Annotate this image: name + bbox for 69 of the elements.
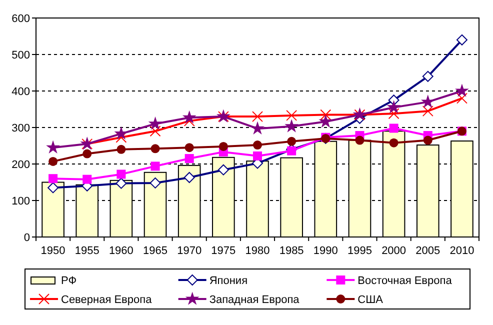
point <box>184 172 195 184</box>
point <box>150 144 160 154</box>
point <box>116 178 127 189</box>
point <box>388 108 400 120</box>
x-tick-label: 1985 <box>279 245 304 257</box>
point <box>150 126 161 137</box>
point <box>386 100 401 114</box>
legend-label: Япония <box>209 274 248 287</box>
point <box>48 174 58 184</box>
x-tick-label: 1980 <box>245 245 270 257</box>
y-tick-label: 600 <box>12 12 30 25</box>
y-tick-label: 100 <box>12 195 30 208</box>
x-tick-label: 1970 <box>177 245 202 257</box>
point <box>420 94 435 108</box>
point <box>422 70 434 82</box>
point <box>148 116 162 130</box>
x-tick-label: 1965 <box>143 245 168 257</box>
point <box>116 144 126 154</box>
point <box>150 177 161 188</box>
point <box>218 164 229 176</box>
point <box>422 106 434 117</box>
point <box>423 136 432 145</box>
legend-label: США <box>358 294 384 306</box>
x-tick-label: 2000 <box>382 245 406 257</box>
point <box>284 119 299 132</box>
legend-label: Северная Европа <box>61 294 153 306</box>
point <box>287 146 296 156</box>
point <box>250 121 264 135</box>
point <box>253 151 262 160</box>
x-tick-label: 1995 <box>347 245 372 257</box>
point <box>389 124 398 133</box>
y-tick-label: 0 <box>24 232 30 244</box>
y-tick-label: 400 <box>12 86 30 98</box>
point <box>455 84 469 97</box>
x-tick-label: 1955 <box>74 245 100 257</box>
x-tick-label: 1960 <box>108 245 134 257</box>
point <box>82 149 92 158</box>
legend-label: Восточная Европа <box>358 274 453 287</box>
x-tick-label: 2005 <box>416 245 440 257</box>
point <box>286 110 298 121</box>
point <box>456 34 468 46</box>
legend-label: Западная Европа <box>209 294 300 306</box>
x-tick-label: 2010 <box>450 245 474 257</box>
point <box>456 92 468 104</box>
point <box>182 110 196 124</box>
point <box>48 156 58 166</box>
y-tick-label: 300 <box>12 122 30 134</box>
point <box>287 136 296 146</box>
point <box>253 140 262 150</box>
point <box>184 154 194 164</box>
legend-label: РФ <box>61 274 77 287</box>
y-tick-label: 500 <box>12 49 30 62</box>
point <box>82 174 92 184</box>
point <box>116 132 127 143</box>
point <box>355 136 364 145</box>
point <box>48 182 59 194</box>
y-tick-label: 200 <box>12 158 30 171</box>
x-tick-label: 1990 <box>313 245 338 257</box>
point <box>46 140 60 154</box>
point <box>184 143 194 152</box>
point <box>318 114 333 128</box>
point <box>116 170 126 179</box>
point <box>389 138 398 148</box>
x-tick-label: 1975 <box>211 245 236 257</box>
point <box>252 111 263 122</box>
point <box>150 162 160 171</box>
x-tick-label: 1950 <box>40 245 66 257</box>
point <box>320 109 332 120</box>
point <box>218 142 228 151</box>
